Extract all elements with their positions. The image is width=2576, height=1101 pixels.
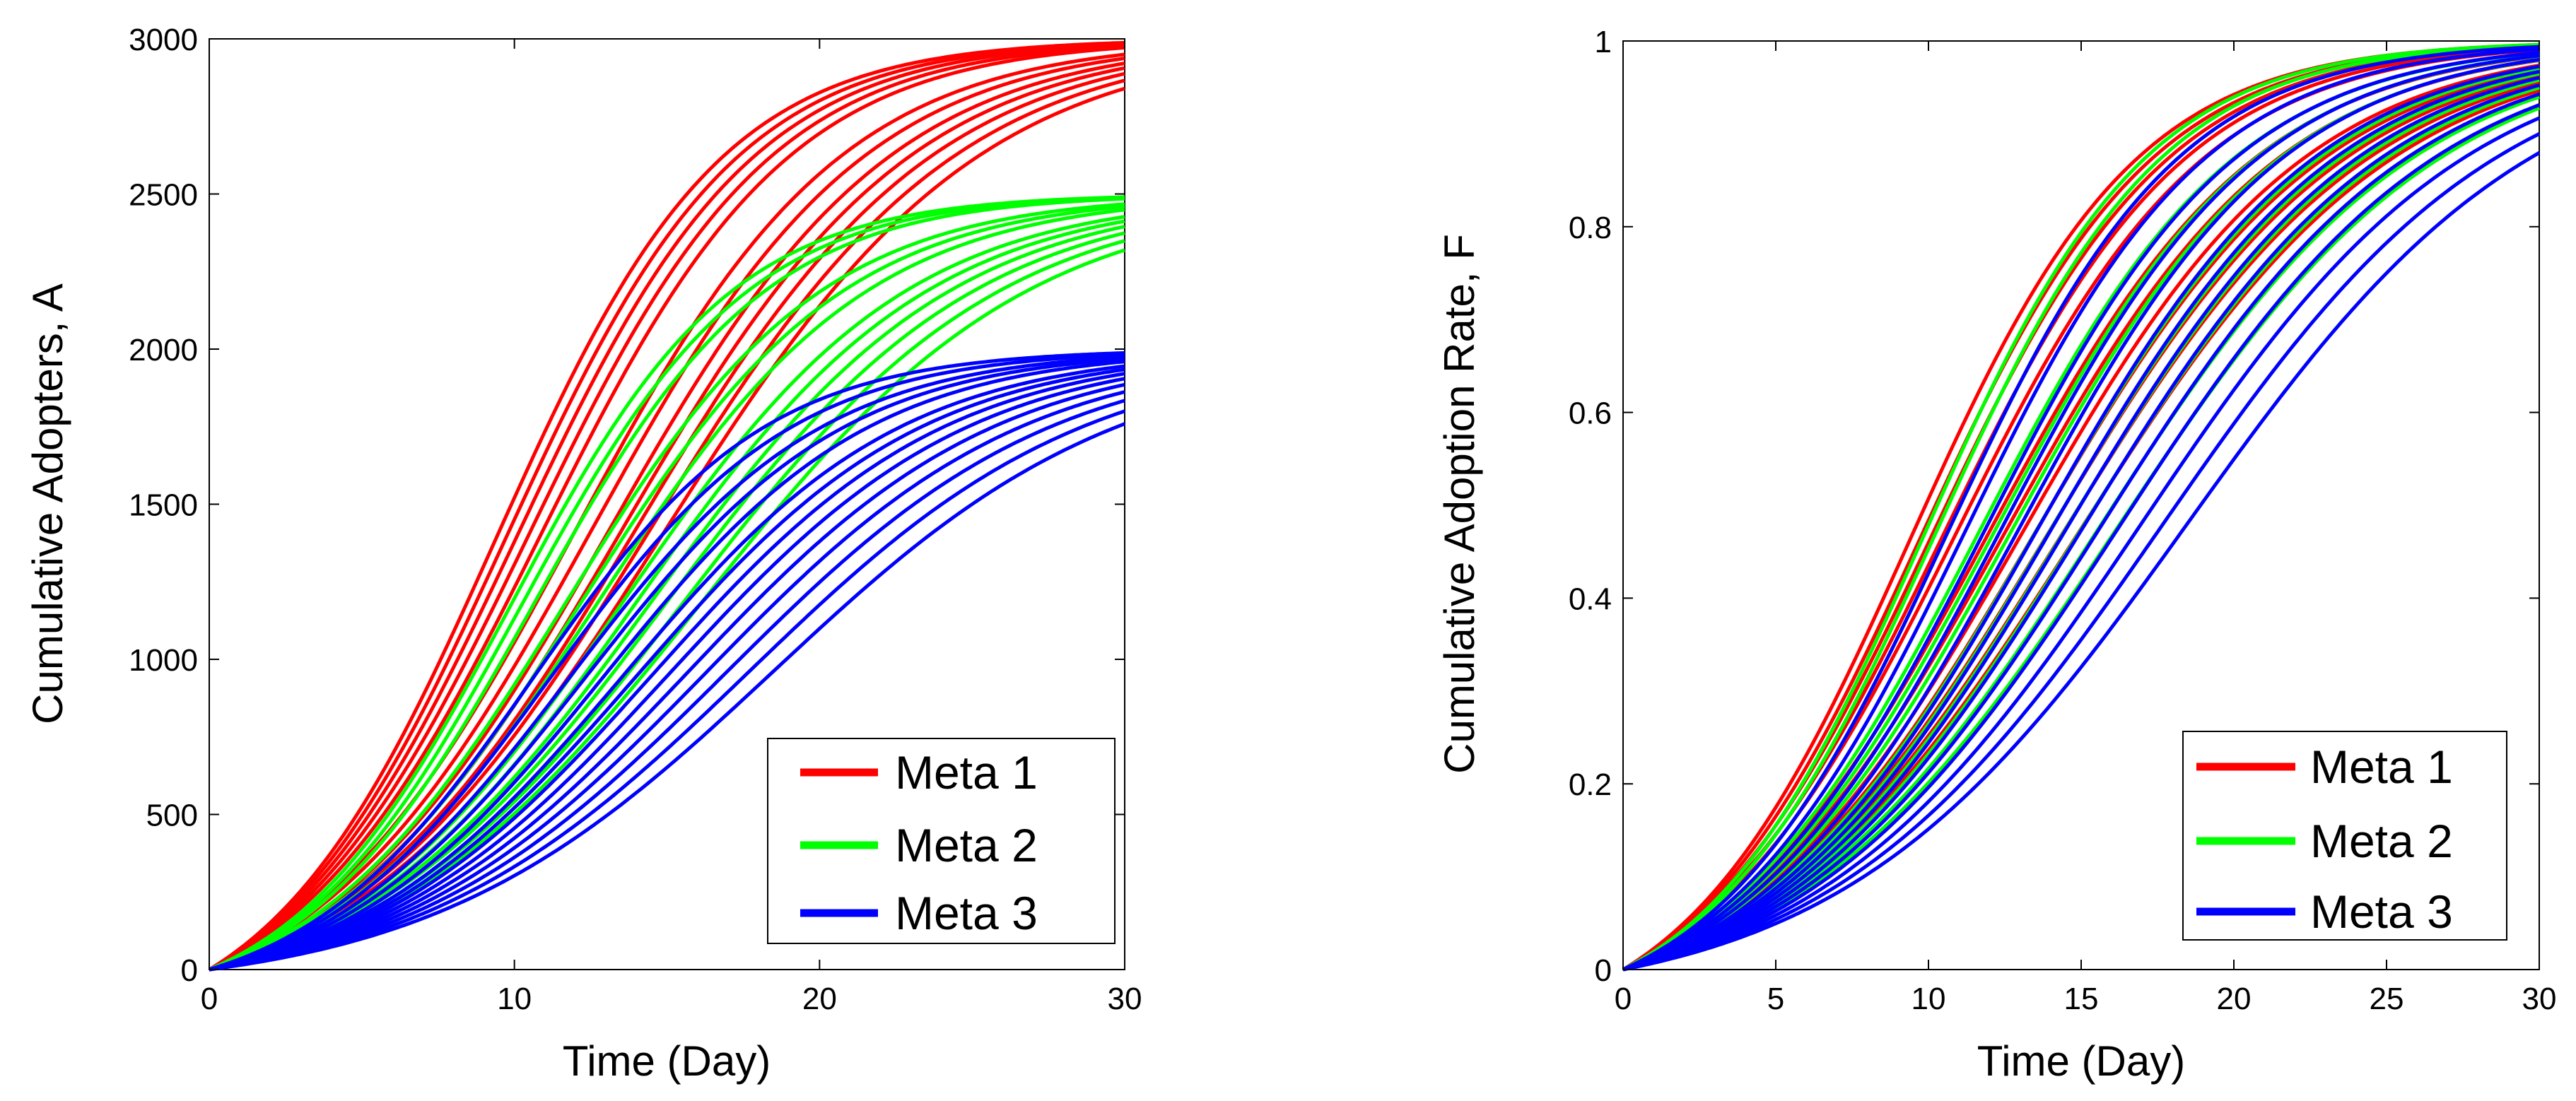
- x-tick-label: 30: [1108, 982, 1142, 1016]
- y-tick-label: 0.4: [1569, 582, 1612, 616]
- series-line-meta-2-3: [209, 196, 1125, 972]
- series-line-meta-3-8: [209, 372, 1125, 972]
- x-axis-label: Time (Day): [1977, 1037, 2185, 1085]
- x-tick-label: 5: [1767, 982, 1784, 1016]
- series-line-meta-1-7: [209, 57, 1125, 972]
- series-line-meta-3-13: [1622, 132, 2541, 972]
- series-line-meta-3-1: [1622, 45, 2540, 972]
- series-line-meta-3-10: [209, 382, 1125, 972]
- series-line-meta-3-13: [209, 409, 1125, 972]
- x-tick-label: 10: [1911, 982, 1946, 1016]
- series-line-meta-3-7: [1622, 69, 2540, 972]
- series-line-meta-3-8: [1622, 76, 2540, 972]
- series-line-meta-3-11: [1622, 103, 2540, 972]
- series-line-meta-2-1: [1622, 42, 2540, 972]
- y-tick-label: 0.8: [1569, 211, 1612, 245]
- series-line-meta-2-2: [209, 196, 1125, 972]
- series-line-meta-3-11: [209, 390, 1125, 972]
- series-lines: [208, 40, 1125, 972]
- y-tick-label: 0: [181, 953, 198, 988]
- series-line-meta-2-1: [208, 195, 1125, 972]
- series-line-meta-3-12: [209, 399, 1125, 972]
- series-line-meta-2-4: [209, 202, 1125, 972]
- y-tick-label: 1000: [129, 643, 198, 678]
- series-line-meta-3-7: [209, 367, 1125, 972]
- series-line-meta-3-1: [209, 351, 1125, 972]
- y-tick-label: 3000: [129, 23, 198, 57]
- x-tick-label: 20: [2217, 982, 2252, 1016]
- legend-label-meta-2: Meta 2: [895, 819, 1038, 871]
- legend-label-meta-1: Meta 1: [2310, 741, 2453, 793]
- series-line-meta-2-2: [1622, 44, 2540, 972]
- series-line-meta-3-12: [1622, 116, 2541, 972]
- series-line-meta-1-2: [208, 42, 1125, 972]
- legend-label-meta-1: Meta 1: [895, 746, 1038, 799]
- series-line-meta-3-14: [1622, 151, 2541, 972]
- legend-label-meta-2: Meta 2: [2310, 815, 2453, 867]
- y-tick-label: 2500: [129, 178, 198, 213]
- x-tick-label: 0: [1615, 982, 1632, 1016]
- series-line-meta-3-5: [209, 360, 1125, 972]
- series-line-meta-3-2: [209, 353, 1125, 972]
- y-axis-label: Cumulative Adopters, A: [24, 283, 71, 724]
- chart-cumulative-adopters: 0 10 20 30 0 500 1000 1500 2000 2500 3000 Time (Da…: [24, 23, 1142, 1085]
- series-line-meta-3-9: [1622, 83, 2540, 972]
- x-tick-label: 30: [2522, 982, 2557, 1016]
- legend: Meta 1 Meta 2 Meta 3: [2182, 731, 2507, 941]
- series-lines: [1622, 42, 2541, 972]
- series-line-meta-1-4: [208, 44, 1125, 972]
- series-line-meta-3-10: [1622, 92, 2540, 972]
- legend-label-meta-3: Meta 3: [895, 887, 1038, 939]
- axis-ticks: 0 5 10 15 20 25 30 0 0.2 0.4 0.6 0.8 1: [1569, 25, 2557, 1016]
- series-line-meta-3-14: [209, 422, 1125, 972]
- y-tick-label: 1: [1595, 25, 1612, 59]
- series-line-meta-3-2: [1622, 47, 2540, 972]
- series-line-meta-1-8: [1622, 64, 2540, 972]
- x-tick-label: 20: [802, 982, 837, 1016]
- series-line-meta-1-5: [208, 46, 1125, 972]
- series-line-meta-3-3: [1622, 51, 2540, 972]
- series-line-meta-3-6: [1622, 64, 2540, 972]
- x-axis-label: Time (Day): [563, 1037, 771, 1085]
- y-tick-label: 0: [1595, 953, 1612, 988]
- series-line-meta-3-4: [1622, 54, 2540, 972]
- y-tick-label: 1500: [129, 488, 198, 523]
- series-line-meta-3-6: [209, 364, 1125, 972]
- series-line-meta-1-3: [208, 42, 1125, 972]
- series-line-meta-1-1: [208, 40, 1125, 972]
- series-line-meta-3-9: [209, 377, 1125, 972]
- y-tick-label: 2000: [129, 333, 198, 367]
- x-tick-label: 25: [2370, 982, 2404, 1016]
- x-tick-label: 15: [2064, 982, 2099, 1016]
- chart-cumulative-adoption-rate: 0 5 10 15 20 25 30 0 0.2 0.4 0.6 0.8 1 Time (Day) Cu…: [1436, 25, 2556, 1085]
- y-tick-label: 0.6: [1569, 396, 1612, 431]
- series-line-meta-3-4: [209, 357, 1125, 972]
- y-tick-label: 0.2: [1569, 767, 1612, 802]
- series-line-meta-3-3: [209, 355, 1125, 972]
- series-line-meta-1-6: [209, 52, 1125, 972]
- legend: Meta 1 Meta 2 Meta 3: [767, 738, 1116, 944]
- series-line-meta-3-5: [1622, 58, 2540, 972]
- x-tick-label: 0: [201, 982, 218, 1016]
- y-tick-label: 500: [146, 799, 198, 833]
- legend-label-meta-3: Meta 3: [2310, 885, 2453, 938]
- y-axis-label: Cumulative Adoption Rate, F: [1436, 234, 1483, 774]
- axis-ticks: 0 10 20 30 0 500 1000 1500 2000 2500 3000: [129, 23, 1142, 1016]
- x-tick-label: 10: [497, 982, 532, 1016]
